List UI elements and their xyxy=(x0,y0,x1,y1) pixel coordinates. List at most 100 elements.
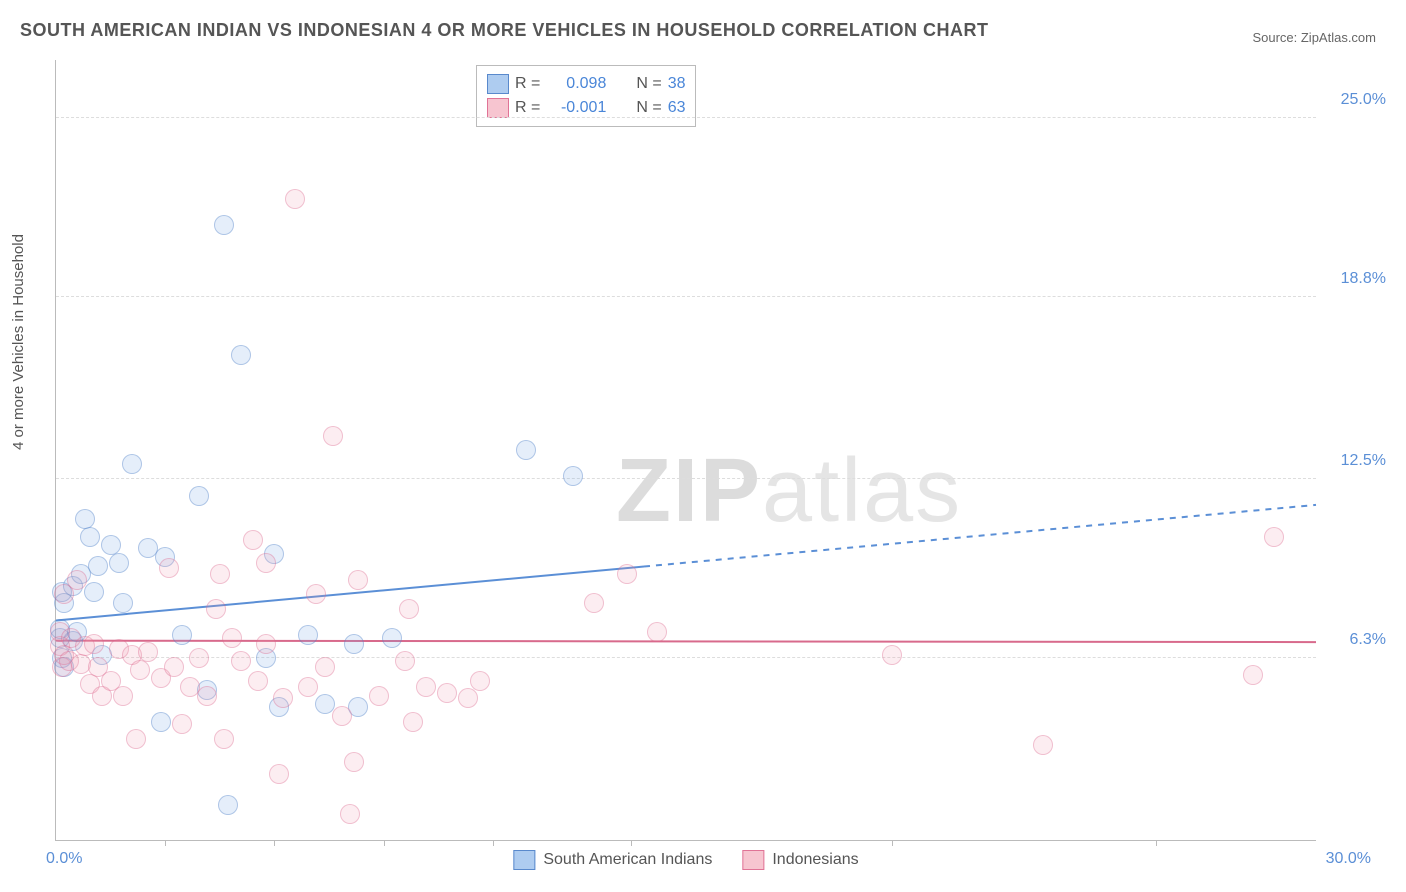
scatter-point-blue xyxy=(122,454,142,474)
scatter-point-pink xyxy=(256,634,276,654)
scatter-point-pink xyxy=(323,426,343,446)
scatter-point-pink xyxy=(189,648,209,668)
scatter-point-blue xyxy=(88,556,108,576)
scatter-point-pink xyxy=(126,729,146,749)
scatter-point-pink xyxy=(403,712,423,732)
xtick-mark xyxy=(892,840,893,846)
stats-r-label: R = xyxy=(515,99,540,117)
scatter-point-blue xyxy=(218,795,238,815)
stats-n-value: 63 xyxy=(668,99,686,117)
scatter-point-pink xyxy=(197,686,217,706)
legend-label-pink: Indonesians xyxy=(772,851,858,869)
scatter-point-pink xyxy=(1243,665,1263,685)
scatter-point-pink xyxy=(285,189,305,209)
scatter-point-blue xyxy=(109,553,129,573)
scatter-point-pink xyxy=(243,530,263,550)
source-link[interactable]: ZipAtlas.com xyxy=(1301,30,1376,45)
scatter-point-pink xyxy=(113,686,133,706)
scatter-point-blue xyxy=(80,527,100,547)
scatter-point-pink xyxy=(647,622,667,642)
gridline-h xyxy=(56,296,1316,297)
scatter-point-blue xyxy=(172,625,192,645)
trendline-blue-dashed xyxy=(644,505,1316,567)
scatter-point-pink xyxy=(138,642,158,662)
stats-r-label: R = xyxy=(515,75,540,93)
ytick-label: 12.5% xyxy=(1341,452,1386,470)
scatter-point-pink xyxy=(269,764,289,784)
scatter-point-blue xyxy=(382,628,402,648)
ytick-label: 18.8% xyxy=(1341,270,1386,288)
scatter-point-pink xyxy=(458,688,478,708)
legend-item-blue: South American Indians xyxy=(513,850,712,870)
stats-n-label: N = xyxy=(636,99,661,117)
scatter-point-blue xyxy=(344,634,364,654)
stats-n-label: N = xyxy=(636,75,661,93)
scatter-point-pink xyxy=(256,553,276,573)
scatter-point-pink xyxy=(172,714,192,734)
ytick-label: 25.0% xyxy=(1341,91,1386,109)
scatter-point-pink xyxy=(470,671,490,691)
x-lim-left: 0.0% xyxy=(46,850,82,868)
stats-r-value: 0.098 xyxy=(546,75,606,93)
scatter-point-blue xyxy=(214,215,234,235)
scatter-point-pink xyxy=(84,634,104,654)
scatter-point-pink xyxy=(214,729,234,749)
scatter-point-pink xyxy=(332,706,352,726)
gridline-h xyxy=(56,117,1316,118)
scatter-point-pink xyxy=(222,628,242,648)
scatter-point-pink xyxy=(395,651,415,671)
stats-swatch-blue xyxy=(487,74,509,94)
scatter-point-blue xyxy=(563,466,583,486)
y-axis-label: 4 or more Vehicles in Household xyxy=(10,234,27,450)
scatter-point-pink xyxy=(248,671,268,691)
stats-r-value: -0.001 xyxy=(546,99,606,117)
x-lim-right: 30.0% xyxy=(1326,850,1371,868)
trend-lines-svg xyxy=(56,60,1316,840)
scatter-point-pink xyxy=(584,593,604,613)
stats-swatch-pink xyxy=(487,98,509,118)
gridline-h xyxy=(56,478,1316,479)
legend-swatch-pink xyxy=(742,850,764,870)
legend-label-blue: South American Indians xyxy=(543,851,712,869)
scatter-point-pink xyxy=(206,599,226,619)
scatter-point-blue xyxy=(113,593,133,613)
scatter-point-pink xyxy=(348,570,368,590)
stats-n-value: 38 xyxy=(668,75,686,93)
scatter-point-pink xyxy=(298,677,318,697)
scatter-point-blue xyxy=(151,712,171,732)
scatter-point-blue xyxy=(231,345,251,365)
scatter-point-pink xyxy=(617,564,637,584)
legend-item-pink: Indonesians xyxy=(742,850,858,870)
xtick-mark xyxy=(631,840,632,846)
scatter-point-pink xyxy=(273,688,293,708)
scatter-point-blue xyxy=(298,625,318,645)
scatter-point-pink xyxy=(344,752,364,772)
trendline-pink xyxy=(56,641,1316,642)
legend-swatch-blue xyxy=(513,850,535,870)
ytick-label: 6.3% xyxy=(1350,631,1386,649)
scatter-point-pink xyxy=(67,570,87,590)
xtick-mark xyxy=(165,840,166,846)
scatter-point-pink xyxy=(306,584,326,604)
scatter-point-pink xyxy=(159,558,179,578)
scatter-point-blue xyxy=(516,440,536,460)
xtick-mark xyxy=(493,840,494,846)
stats-row-blue: R = 0.098 N = 38 xyxy=(487,72,685,96)
scatter-point-pink xyxy=(231,651,251,671)
scatter-point-pink xyxy=(437,683,457,703)
scatter-point-pink xyxy=(369,686,389,706)
scatter-point-pink xyxy=(130,660,150,680)
scatter-point-blue xyxy=(84,582,104,602)
source-credit: Source: ZipAtlas.com xyxy=(1252,30,1376,45)
scatter-point-pink xyxy=(1033,735,1053,755)
chart-title: SOUTH AMERICAN INDIAN VS INDONESIAN 4 OR… xyxy=(20,20,989,41)
scatter-point-pink xyxy=(340,804,360,824)
scatter-point-blue xyxy=(189,486,209,506)
scatter-point-pink xyxy=(164,657,184,677)
xtick-mark xyxy=(274,840,275,846)
scatter-point-pink xyxy=(399,599,419,619)
source-prefix: Source: xyxy=(1252,30,1300,45)
xtick-mark xyxy=(384,840,385,846)
scatter-point-pink xyxy=(1264,527,1284,547)
bottom-legend: South American Indians Indonesians xyxy=(513,850,858,870)
